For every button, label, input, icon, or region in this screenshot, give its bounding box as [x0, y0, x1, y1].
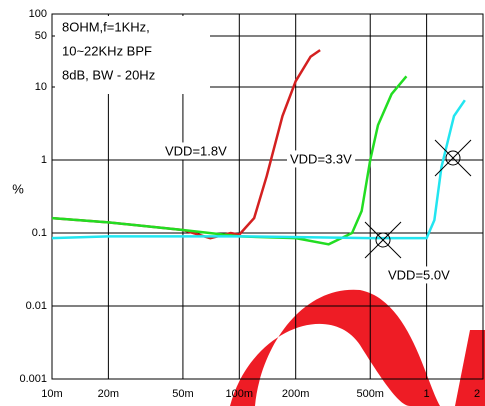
- x-tick-label: 500m: [356, 388, 384, 400]
- x-tick-label: 20m: [98, 388, 119, 400]
- series-label: VDD=3.3V: [290, 151, 352, 166]
- x-tick-label: 100m: [226, 388, 254, 400]
- watermark: [230, 290, 440, 406]
- y-axis-label: %: [12, 181, 24, 196]
- y-tick-label: 10: [35, 81, 47, 93]
- series-label: VDD=1.8V: [165, 143, 227, 158]
- series-line: [52, 100, 465, 238]
- y-tick-label: 0.01: [26, 300, 47, 312]
- x-tick-label: 10m: [41, 388, 62, 400]
- x-tick-label: 50m: [172, 388, 193, 400]
- note: 10~22KHz BPF: [62, 43, 152, 58]
- y-tick-label: 0.001: [19, 373, 47, 385]
- y-tick-label: 0.1: [32, 227, 47, 239]
- note: 8OHM,f=1KHz,: [62, 19, 150, 34]
- x-tick-label: 1: [424, 388, 430, 400]
- y-tick-label: 1: [41, 154, 47, 166]
- watermark: [455, 330, 485, 406]
- y-tick-label: 50: [35, 30, 47, 42]
- chart: % 10m 20m 50m 100m 200m 500m 1 2 0.001 0.01 0.1 1 10…: [0, 0, 485, 406]
- markers: [365, 140, 471, 258]
- note: 8dB, BW - 20Hz: [62, 67, 155, 82]
- x-tick-label: 200m: [282, 388, 310, 400]
- x-tick-label: 2: [474, 388, 480, 400]
- y-tick-label: 100: [29, 8, 47, 20]
- series-label: VDD=5.0V: [388, 267, 450, 282]
